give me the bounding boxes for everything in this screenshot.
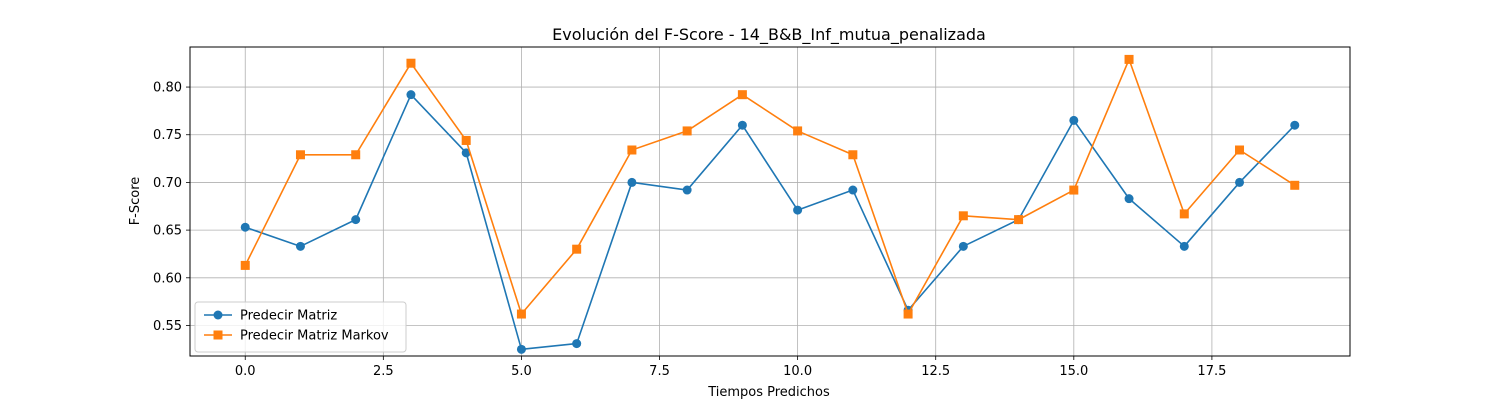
data-point-circle [1235,177,1245,187]
data-point-square [848,150,858,160]
series-lines [240,54,1300,354]
data-point-circle [1124,194,1134,204]
data-point-circle [1069,115,1079,125]
data-point-square [461,135,471,145]
data-point-square [1014,215,1024,225]
data-point-square [1069,185,1079,195]
data-point-circle [848,185,858,195]
data-point-circle [737,120,747,130]
data-point-square [406,58,416,68]
x-tick-label: 7.5 [649,364,670,379]
data-point-square [958,211,968,221]
y-tick-label: 0.75 [153,128,182,143]
data-point-square [1290,180,1300,190]
axis-ticks: 0.0 2.5 5.0 7.5 10.0 12.5 15.0 17.5 0.55 0.60 0.65… [153,81,1226,379]
legend-label: Predecir Matriz Markov [240,329,389,344]
series-line [244,93,1296,351]
data-point-square [1235,145,1245,155]
data-point-circle [240,222,250,232]
y-tick-label: 0.70 [153,176,182,191]
x-tick-label: 2.5 [373,364,394,379]
data-point-square [682,126,692,136]
data-point-circle [406,90,416,100]
data-point-circle [627,177,637,187]
data-point-square [240,260,250,270]
y-tick-label: 0.80 [153,81,182,96]
plot-frame [189,46,1351,357]
y-tick-label: 0.55 [153,319,182,334]
data-point-square [1124,54,1134,64]
legend-marker-square [213,330,223,340]
data-point-square [737,90,747,100]
x-tick-label: 10.0 [783,364,812,379]
data-point-circle [958,241,968,251]
data-point-circle [793,205,803,215]
legend-box [194,301,407,353]
chart-title: Evolución del F-Score - 14_B&B_Inf_mutua… [552,25,986,45]
y-tick-label: 0.65 [153,224,182,239]
series-1 [240,90,1300,354]
legend: Predecir Matriz Predecir Matriz Markov [194,301,407,353]
series-2 [240,54,1300,319]
data-point-square [627,145,637,155]
data-point-circle [295,241,305,251]
data-point-circle [516,344,526,354]
data-point-circle [1179,241,1189,251]
x-tick-label: 12.5 [921,364,950,379]
data-point-circle [351,215,361,225]
legend-label: Predecir Matriz [240,309,337,324]
data-point-square [351,150,361,160]
data-point-square [903,309,913,319]
x-tick-label: 0.0 [235,364,256,379]
x-tick-label: 5.0 [511,364,532,379]
series-line [244,58,1296,315]
data-point-circle [572,339,582,349]
x-axis-title: Tiempos Predichos [707,385,830,400]
data-point-circle [682,185,692,195]
x-tick-label: 17.5 [1197,364,1226,379]
data-point-square [295,150,305,160]
legend-marker-circle [213,310,223,320]
data-point-square [516,309,526,319]
x-tick-label: 15.0 [1059,364,1088,379]
data-point-square [793,126,803,136]
data-point-square [572,244,582,254]
y-tick-label: 0.60 [153,271,182,286]
data-point-square [1179,209,1189,219]
y-axis-title: F-Score [128,177,143,226]
data-point-circle [461,148,471,158]
data-point-circle [1290,120,1300,130]
